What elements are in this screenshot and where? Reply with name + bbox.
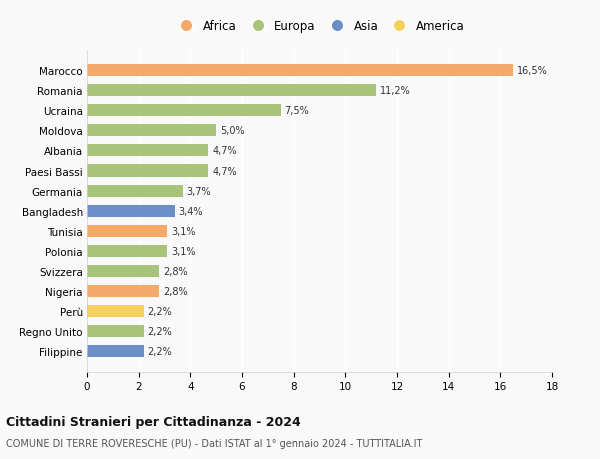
Bar <box>87 105 281 117</box>
Text: 2,8%: 2,8% <box>163 286 188 296</box>
Text: 2,2%: 2,2% <box>148 326 172 336</box>
Bar <box>87 85 376 97</box>
Text: Cittadini Stranieri per Cittadinanza - 2024: Cittadini Stranieri per Cittadinanza - 2… <box>6 415 301 428</box>
Text: 3,1%: 3,1% <box>171 246 196 256</box>
Text: 4,7%: 4,7% <box>212 146 237 156</box>
Bar <box>87 265 160 277</box>
Text: 2,2%: 2,2% <box>148 306 172 316</box>
Legend: Africa, Europa, Asia, America: Africa, Europa, Asia, America <box>172 18 467 35</box>
Bar <box>87 345 144 357</box>
Text: 2,8%: 2,8% <box>163 266 188 276</box>
Text: 11,2%: 11,2% <box>380 86 411 96</box>
Text: 3,4%: 3,4% <box>179 206 203 216</box>
Bar <box>87 205 175 217</box>
Bar <box>87 145 208 157</box>
Bar <box>87 225 167 237</box>
Bar <box>87 305 144 317</box>
Text: 2,2%: 2,2% <box>148 346 172 356</box>
Bar <box>87 245 167 257</box>
Text: 5,0%: 5,0% <box>220 126 245 136</box>
Text: 16,5%: 16,5% <box>517 66 548 76</box>
Text: 3,7%: 3,7% <box>187 186 211 196</box>
Bar <box>87 285 160 297</box>
Text: COMUNE DI TERRE ROVERESCHE (PU) - Dati ISTAT al 1° gennaio 2024 - TUTTITALIA.IT: COMUNE DI TERRE ROVERESCHE (PU) - Dati I… <box>6 438 422 448</box>
Bar <box>87 125 216 137</box>
Bar <box>87 165 208 177</box>
Bar <box>87 325 144 337</box>
Bar <box>87 65 513 77</box>
Text: 3,1%: 3,1% <box>171 226 196 236</box>
Bar <box>87 185 182 197</box>
Text: 4,7%: 4,7% <box>212 166 237 176</box>
Text: 7,5%: 7,5% <box>284 106 310 116</box>
